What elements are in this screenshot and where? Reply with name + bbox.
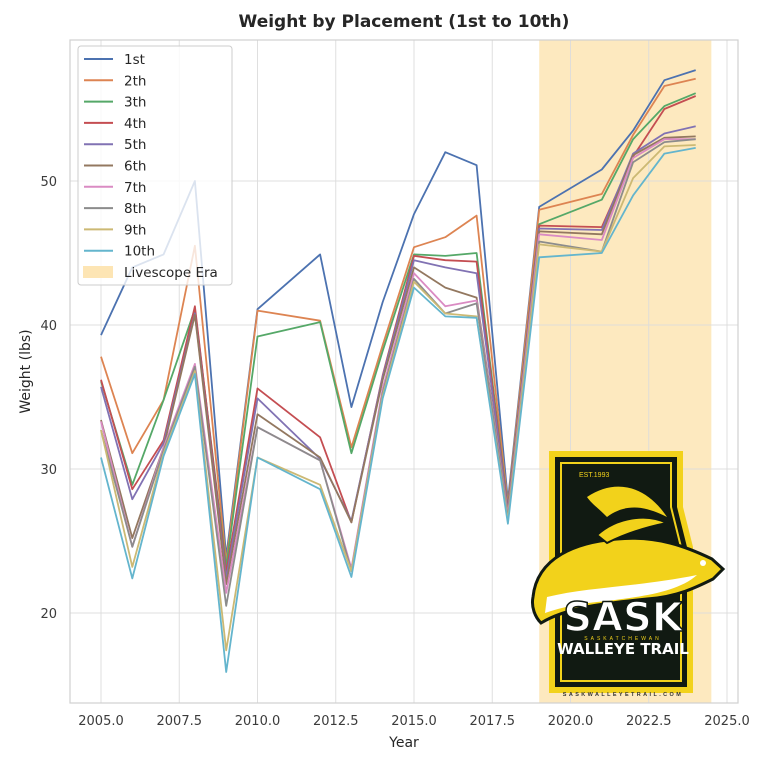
chart-title: Weight by Placement (1st to 10th) [238,12,570,32]
y-tick-label: 20 [40,607,57,622]
logo-sask-text: SASK [563,595,685,641]
legend-label: 9th [124,222,146,238]
x-tick-label: 2005.0 [78,714,124,729]
y-tick-label: 40 [40,319,57,334]
series-line-3th [100,92,697,568]
legend-label-shade: Livescope Era [124,265,218,281]
x-tick-label: 2012.5 [313,714,359,729]
legend: 1st 2th 3th 4th 5th 6th 7th 8th 9th 10th Livescope… [77,45,233,286]
logo-est-text: EST.1993 [579,472,609,479]
logo-saskatchewan-text: SASKATCHEWAN [584,636,661,642]
y-axis-label: Weight (lbs) [18,329,34,413]
x-tick-label: 2015.0 [391,714,437,729]
x-tick-label: 2020.0 [548,714,594,729]
legend-label: 3th [124,95,146,111]
series-line-9th [100,144,696,652]
x-tick-label: 2007.5 [157,714,203,729]
legend-label: 6th [124,159,146,175]
x-axis-ticks: 2005.0 2007.5 2010.0 2012.5 2015.0 2017.5 2020… [78,714,750,729]
legend-label: 10th [124,244,155,260]
logo-walleye-trail-text: WALLEYE TRAIL [557,640,689,658]
y-axis-ticks: 20 30 40 50 [40,175,57,622]
x-axis-label: Year [388,735,419,751]
legend-swatch-shade [83,266,113,278]
legend-label: 7th [124,180,146,196]
x-tick-label: 2017.5 [470,714,516,729]
legend-label: 2th [124,73,146,89]
plot-area-frame [69,39,739,704]
legend-label: 1st [124,52,145,68]
y-tick-label: 30 [40,463,57,478]
series-line-6th [100,135,696,586]
y-tick-label: 50 [40,175,57,190]
series-line-7th [100,138,696,594]
x-tick-label: 2022.5 [626,714,672,729]
legend-label: 5th [124,137,146,153]
logo-swirl [587,486,667,517]
legend-label: 4th [124,116,146,132]
series-line-10th [100,147,696,673]
sask-walleye-trail-logo: EST.1993 SASK SASKATCHEWAN WALLEYE TRAIL… [531,451,726,698]
x-tick-label: 2010.0 [235,714,281,729]
logo-url-text: SASKWALLEYETRAIL.COM [563,692,683,698]
x-tick-label: 2025.0 [704,714,750,729]
legend-label: 8th [124,201,146,217]
